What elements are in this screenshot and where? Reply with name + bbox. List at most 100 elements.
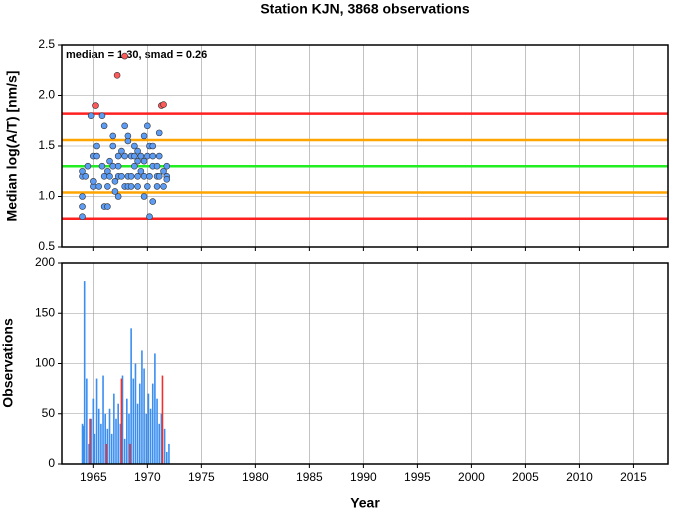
point (109, 142, 117, 150)
bar (132, 378, 135, 464)
point (131, 152, 138, 160)
point (118, 147, 125, 155)
point (109, 162, 117, 170)
point (98, 112, 106, 119)
point (111, 188, 119, 195)
bar (113, 393, 115, 464)
point (92, 102, 99, 109)
bar (108, 408, 111, 464)
bar (82, 425, 85, 464)
bar (130, 328, 132, 464)
point (79, 167, 86, 175)
bar (147, 393, 150, 464)
point (82, 173, 90, 180)
y-axis-label: Median log(A/T) [nm/s] (4, 71, 20, 222)
bar (129, 443, 131, 464)
point (121, 52, 128, 60)
x-tick-label: 2010 (566, 470, 593, 484)
x-tick-label: 2005 (512, 470, 539, 484)
point (160, 167, 167, 175)
y-tick-label: 0 (48, 456, 55, 470)
bar (160, 413, 163, 464)
point (93, 152, 100, 160)
chart-title: Station KJN, 3868 observations (260, 1, 470, 17)
point (149, 198, 157, 205)
plot-frame (61, 262, 669, 465)
bar (115, 418, 117, 464)
bar (121, 375, 124, 464)
point (114, 162, 122, 170)
point (163, 176, 171, 183)
bar (97, 408, 100, 464)
y-tick-label: 150 (35, 305, 55, 319)
point (146, 173, 153, 180)
y-tick-label: 50 (42, 406, 56, 420)
point (155, 129, 163, 137)
bar (138, 383, 141, 464)
point (79, 203, 86, 210)
point (95, 183, 103, 190)
point (134, 157, 141, 165)
point (137, 167, 145, 175)
point (87, 112, 95, 119)
point (118, 173, 125, 180)
point (134, 147, 141, 155)
bar (136, 403, 139, 464)
x-axis-label: Year (350, 495, 380, 511)
annotation: median = 1.30, smad = 0.26 (66, 49, 207, 61)
point (113, 72, 121, 79)
point (104, 183, 111, 190)
point (84, 162, 92, 170)
y-tick-label: 0.5 (38, 239, 55, 253)
bar (81, 423, 84, 464)
point (160, 183, 167, 190)
point (140, 193, 148, 200)
x-tick-label: 1965 (80, 470, 107, 484)
bar (93, 433, 96, 464)
point (121, 122, 128, 130)
bar (145, 413, 148, 464)
bar (119, 423, 122, 464)
bar (83, 281, 86, 464)
point (155, 173, 163, 180)
bar (106, 428, 109, 464)
point (146, 213, 153, 220)
point (79, 213, 86, 220)
bar (163, 428, 166, 464)
point (109, 132, 117, 140)
bar (117, 403, 119, 464)
y-axis-label: Observations (0, 318, 16, 408)
bar (100, 423, 102, 464)
bar (102, 375, 104, 464)
point (131, 142, 138, 150)
point (127, 183, 135, 190)
point (134, 183, 141, 190)
bar (141, 350, 143, 464)
bar (165, 451, 168, 464)
point (134, 173, 141, 180)
point (106, 173, 113, 180)
point (100, 122, 108, 130)
bar (88, 443, 90, 464)
point (140, 157, 148, 165)
bar (134, 363, 137, 464)
point (114, 152, 122, 160)
point (106, 157, 113, 165)
point (93, 142, 100, 150)
point (155, 152, 163, 160)
point (144, 152, 151, 160)
x-tick-label: 1995 (404, 470, 431, 484)
point (153, 162, 161, 170)
bar (158, 423, 161, 464)
bar (151, 383, 154, 464)
bar (86, 378, 88, 464)
point (144, 183, 151, 190)
bar (149, 408, 152, 464)
point (114, 193, 122, 200)
point (111, 178, 119, 185)
bar (120, 378, 123, 464)
x-tick-label: 2000 (458, 470, 485, 484)
x-tick-label: 1975 (188, 470, 215, 484)
y-tick-label: 1.5 (38, 138, 55, 152)
